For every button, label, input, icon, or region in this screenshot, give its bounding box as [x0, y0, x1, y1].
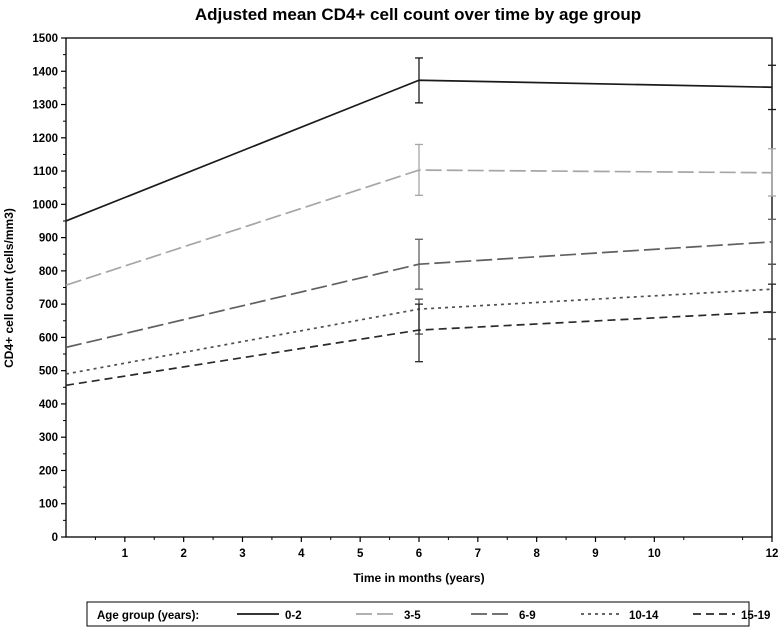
series-layer: [65, 57, 776, 387]
x-tick-label: 12: [766, 548, 779, 560]
x-tick-label: 1: [122, 548, 129, 560]
x-tick-label: 2: [180, 548, 186, 560]
chart-title: Adjusted mean CD4+ cell count over time …: [195, 5, 641, 24]
y-tick-label: 1100: [33, 166, 58, 178]
legend: Age group (years): 0-2 3-5 6-9 10-14 15-19: [86, 601, 770, 627]
y-tick-label: 1400: [32, 66, 58, 78]
error-bar-15-19: [768, 283, 776, 340]
x-tick-label: 8: [533, 548, 540, 560]
error-bar-0-2: [415, 57, 423, 104]
error-bar-6-9: [415, 238, 423, 290]
error-bar-3-5: [768, 148, 776, 197]
y-tick-label: 1500: [32, 33, 58, 45]
legend-box: [86, 601, 750, 627]
y-tick-label: 300: [39, 432, 58, 444]
legend-label: 0-2: [285, 610, 302, 622]
x-axis: 1 2 3 4 5 6 7 8 9 10 12: [94, 537, 779, 560]
series-0-2: [65, 57, 776, 222]
error-bar-6-9: [768, 218, 776, 265]
x-tick-label: 10: [648, 548, 661, 560]
y-tick-label: 500: [39, 366, 58, 378]
x-tick-label: 3: [239, 548, 245, 560]
x-axis-label: Time in months (years): [353, 571, 484, 585]
legend-label: 6-9: [519, 610, 536, 622]
y-tick-label: 700: [39, 299, 58, 311]
legend-item-0-2: 0-2: [237, 610, 302, 622]
legend-label: 3-5: [404, 610, 421, 622]
series-15-19: [65, 283, 776, 387]
legend-item-3-5: 3-5: [356, 610, 421, 622]
legend-item-15-19: 15-19: [693, 610, 770, 622]
y-tick-label: 1000: [32, 199, 58, 211]
y-tick-label: 1300: [32, 100, 58, 112]
error-bar-15-19: [415, 303, 423, 363]
y-axis: 0 100 200 300 400 500 600 700 800 900 1000 1100 1200…: [32, 33, 66, 544]
legend-label: 15-19: [741, 610, 770, 622]
y-tick-label: 0: [52, 532, 58, 544]
error-bar-3-5: [415, 143, 423, 197]
x-tick-label: 5: [357, 548, 364, 560]
series-6-9: [65, 218, 776, 349]
y-tick-label: 600: [39, 332, 58, 344]
y-axis-label: CD4+ cell count (cells/mm3): [2, 208, 16, 368]
legend-title: Age group (years):: [97, 610, 199, 622]
error-bar-0-2: [768, 64, 776, 111]
y-tick-label: 400: [39, 399, 58, 411]
y-tick-label: 1200: [32, 133, 58, 145]
x-tick-label: 6: [416, 548, 422, 560]
y-tick-label: 900: [39, 233, 58, 245]
legend-items: 0-2 3-5 6-9 10-14 15-19: [237, 610, 770, 622]
series-10-14: [65, 263, 776, 375]
legend-item-10-14: 10-14: [581, 610, 659, 622]
legend-label: 10-14: [629, 610, 659, 622]
x-tick-label: 7: [475, 548, 481, 560]
y-tick-label: 800: [39, 266, 58, 278]
y-tick-label: 100: [39, 499, 58, 511]
legend-item-6-9: 6-9: [471, 610, 536, 622]
y-tick-label: 200: [39, 465, 58, 477]
x-tick-label: 9: [592, 548, 598, 560]
x-tick-label: 4: [298, 548, 305, 560]
series-3-5: [65, 143, 776, 286]
